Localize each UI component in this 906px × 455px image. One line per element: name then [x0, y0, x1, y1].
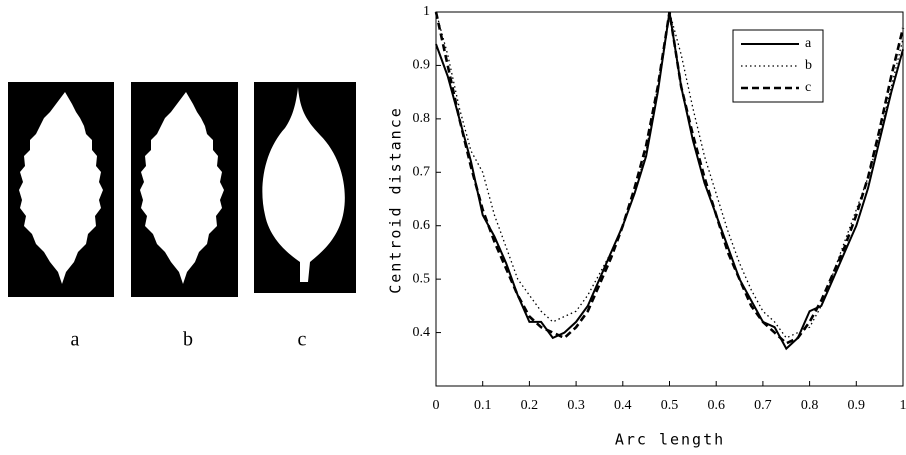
x-tick-label: 0 [433, 398, 440, 413]
panel-label: a [71, 329, 80, 351]
x-tick-label: 1 [900, 398, 906, 413]
series-line [435, 11, 904, 339]
legend-label: a [805, 36, 812, 51]
series-line [435, 11, 904, 351]
y-tick-label: 0.8 [413, 111, 431, 126]
legend-label: c [805, 80, 811, 95]
y-tick-label: 1 [423, 4, 430, 19]
x-tick-label: 0.5 [661, 398, 679, 413]
y-tick-label: 0.5 [413, 271, 431, 286]
leaf-b [140, 92, 224, 284]
panel-label: c [298, 329, 307, 351]
series-line [434, 11, 905, 345]
leaf-images: a b c [8, 82, 356, 351]
x-tick-label: 0.1 [474, 398, 492, 413]
y-tick-label: 0.7 [413, 165, 431, 180]
leaf-a [19, 92, 103, 284]
legend-label: b [805, 58, 812, 73]
x-axis-label: Arc length [615, 431, 725, 449]
panel-label: b [183, 329, 193, 351]
y-axis-label: Centroid distance [387, 106, 405, 294]
y-tick-label: 0.9 [413, 58, 431, 73]
x-tick-label: 0.2 [521, 398, 539, 413]
y-tick-label: 0.6 [413, 218, 431, 233]
x-tick-label: 0.6 [707, 398, 725, 413]
x-tick-label: 0.3 [567, 398, 585, 413]
plot-frame [435, 11, 904, 387]
x-tick-label: 0.9 [848, 398, 866, 413]
leaf-c [262, 87, 345, 282]
x-tick-label: 0.4 [614, 398, 632, 413]
y-tick-label: 0.4 [413, 325, 431, 340]
x-tick-label: 0.7 [754, 398, 772, 413]
x-tick-label: 0.8 [801, 398, 819, 413]
